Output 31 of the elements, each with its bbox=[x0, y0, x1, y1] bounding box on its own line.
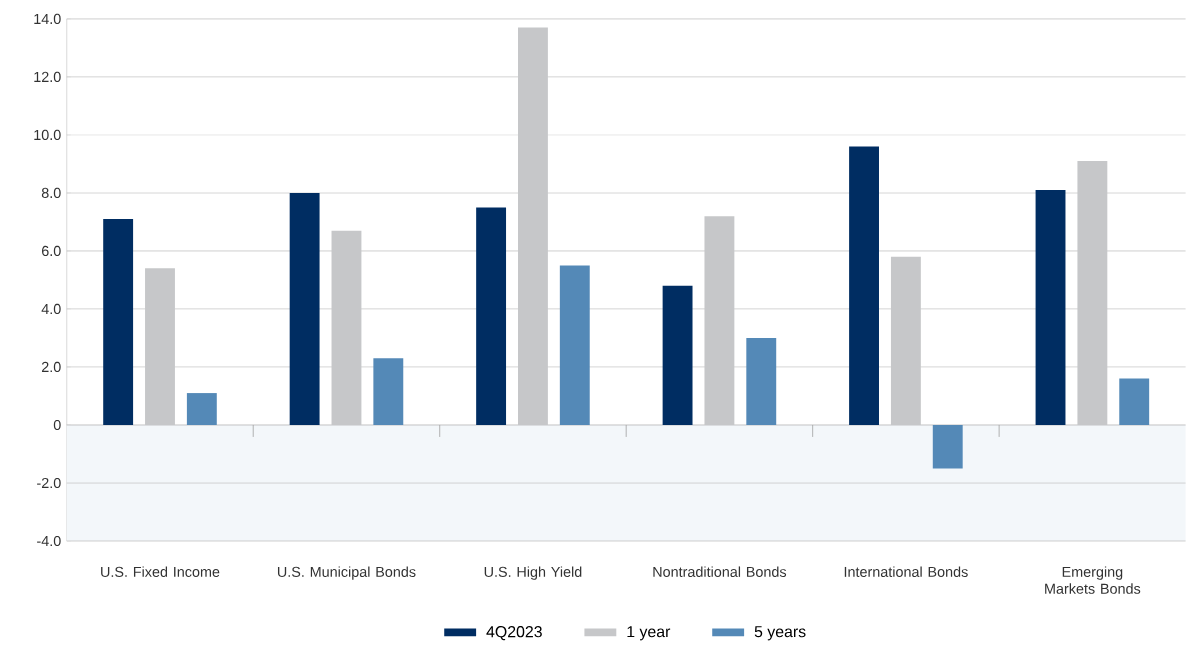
legend-label: 4Q2023 bbox=[486, 626, 542, 641]
legend-label: 5 years bbox=[754, 626, 806, 641]
x-tick-label: U.S. Municipal Bonds bbox=[277, 566, 416, 581]
bar bbox=[1035, 190, 1066, 426]
y-tick-label: 0 bbox=[53, 420, 61, 431]
y-tick-label: 12.0 bbox=[34, 72, 61, 83]
bar bbox=[476, 207, 507, 426]
bar bbox=[849, 146, 879, 426]
bar bbox=[103, 219, 134, 426]
y-tick-label: 8.0 bbox=[41, 188, 61, 199]
y-tick-label: 2.0 bbox=[41, 362, 61, 373]
bar bbox=[559, 265, 590, 426]
bar bbox=[186, 393, 217, 426]
x-tick-label: U.S. Fixed Income bbox=[101, 566, 220, 578]
x-tick-label: Nontraditional Bonds bbox=[653, 566, 787, 578]
y-tick-label: 10.0 bbox=[34, 130, 61, 141]
bar bbox=[289, 193, 320, 426]
bar bbox=[932, 425, 963, 469]
y-tick-label: -4.0 bbox=[37, 536, 61, 547]
bar bbox=[373, 358, 404, 426]
x-tick-label: U.S. High Yield bbox=[484, 566, 582, 581]
bar bbox=[1119, 378, 1150, 426]
y-tick-label: -2.0 bbox=[37, 478, 61, 489]
y-tick-label: 4.0 bbox=[41, 304, 61, 315]
legend-label: 1 year bbox=[627, 626, 671, 641]
y-tick-label: 14.0 bbox=[34, 14, 61, 25]
bar bbox=[662, 286, 693, 426]
y-tick-label: 6.0 bbox=[41, 246, 61, 257]
x-tick-label: Emerging Markets Bonds bbox=[1045, 566, 1141, 595]
x-tick-label: International Bonds bbox=[844, 566, 968, 578]
bar bbox=[746, 338, 777, 426]
